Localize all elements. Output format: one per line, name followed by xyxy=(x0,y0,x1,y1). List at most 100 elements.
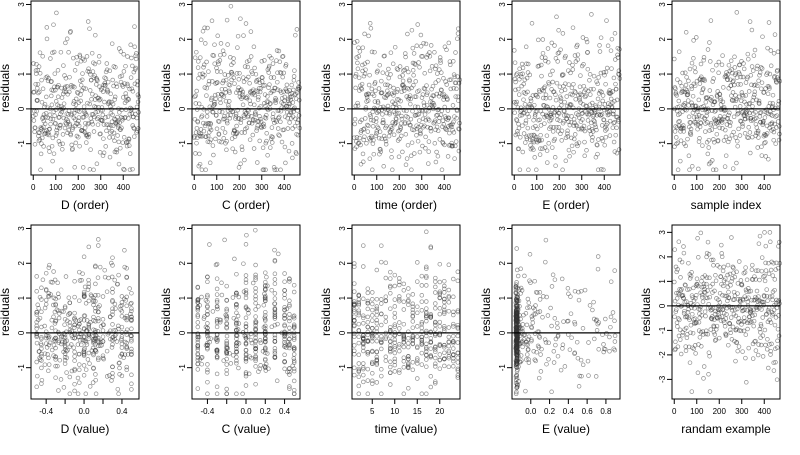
data-point xyxy=(62,305,68,311)
data-point xyxy=(199,294,204,300)
data-point xyxy=(268,75,274,80)
data-point xyxy=(222,116,227,122)
data-point xyxy=(47,262,52,268)
data-point xyxy=(234,327,239,333)
data-point xyxy=(214,299,220,305)
data-point xyxy=(34,334,39,340)
data-point xyxy=(415,279,420,284)
data-point xyxy=(129,346,134,352)
data-point xyxy=(272,339,278,344)
data-point xyxy=(744,111,750,117)
data-point xyxy=(103,83,108,88)
data-point xyxy=(202,73,207,78)
data-point xyxy=(424,266,429,271)
data-point xyxy=(59,95,65,100)
data-point xyxy=(455,36,460,41)
data-point xyxy=(236,321,242,326)
data-point xyxy=(533,134,539,140)
x-tick-label: 0 xyxy=(672,407,677,416)
data-point xyxy=(686,78,691,84)
data-point xyxy=(235,33,241,39)
y-axis-label: residuals xyxy=(159,64,173,112)
data-point xyxy=(361,379,366,385)
data-point xyxy=(234,354,239,360)
data-point xyxy=(437,352,443,357)
data-point xyxy=(194,125,200,131)
data-point xyxy=(575,355,581,361)
data-point xyxy=(767,71,773,77)
data-point xyxy=(283,64,288,69)
y-tick-label: 2 xyxy=(17,261,26,266)
data-point xyxy=(365,319,371,325)
data-point xyxy=(415,310,420,316)
data-point xyxy=(415,22,420,27)
data-point xyxy=(58,334,64,340)
data-point xyxy=(745,115,751,121)
data-point xyxy=(214,297,220,303)
data-point xyxy=(374,312,380,318)
data-point xyxy=(675,344,681,349)
data-point xyxy=(401,335,407,340)
data-point xyxy=(278,119,283,125)
y-tick-label: -1 xyxy=(17,140,26,148)
data-point xyxy=(439,70,444,75)
data-point xyxy=(62,361,68,366)
data-point xyxy=(352,289,357,294)
data-point xyxy=(119,337,124,343)
data-point xyxy=(714,121,719,126)
data-point xyxy=(193,93,198,98)
data-point xyxy=(125,352,131,357)
data-point xyxy=(205,312,210,317)
data-point xyxy=(603,134,609,140)
data-point xyxy=(424,341,429,347)
data-point xyxy=(253,314,258,319)
data-point xyxy=(423,134,428,140)
data-point xyxy=(263,318,268,323)
data-point xyxy=(282,312,287,318)
data-point xyxy=(361,340,366,345)
data-point xyxy=(607,118,613,124)
data-point xyxy=(208,336,213,341)
data-point xyxy=(243,355,249,360)
data-point xyxy=(373,119,379,124)
data-point xyxy=(107,68,113,74)
data-point xyxy=(287,312,292,317)
data-point xyxy=(54,130,60,136)
data-point xyxy=(205,379,210,385)
data-point xyxy=(124,143,130,149)
data-point xyxy=(735,291,740,296)
data-point xyxy=(748,73,754,78)
data-point xyxy=(196,76,201,81)
data-point xyxy=(81,254,87,260)
data-point xyxy=(389,148,394,153)
data-point xyxy=(243,242,249,247)
data-point xyxy=(291,322,297,328)
data-point xyxy=(689,86,695,92)
data-point xyxy=(118,307,123,312)
data-point xyxy=(411,83,416,88)
data-point xyxy=(282,292,287,297)
data-point xyxy=(205,370,210,375)
data-point xyxy=(685,92,691,97)
data-point xyxy=(91,302,96,308)
data-point xyxy=(431,102,437,108)
data-point xyxy=(723,107,728,113)
data-point xyxy=(596,91,602,96)
data-point xyxy=(523,140,528,145)
data-point xyxy=(266,70,271,75)
data-point xyxy=(73,102,79,107)
data-point xyxy=(755,145,760,150)
data-point xyxy=(523,120,528,126)
data-point xyxy=(379,301,384,306)
data-point xyxy=(248,331,254,337)
data-point xyxy=(428,374,434,379)
data-point xyxy=(372,105,377,111)
y-tick-label: 2 xyxy=(178,261,187,266)
data-point xyxy=(414,133,419,138)
data-point xyxy=(392,333,398,338)
data-point xyxy=(125,96,131,102)
data-point xyxy=(35,317,41,323)
data-point xyxy=(399,113,404,119)
data-point xyxy=(57,357,63,363)
data-point xyxy=(720,99,726,105)
